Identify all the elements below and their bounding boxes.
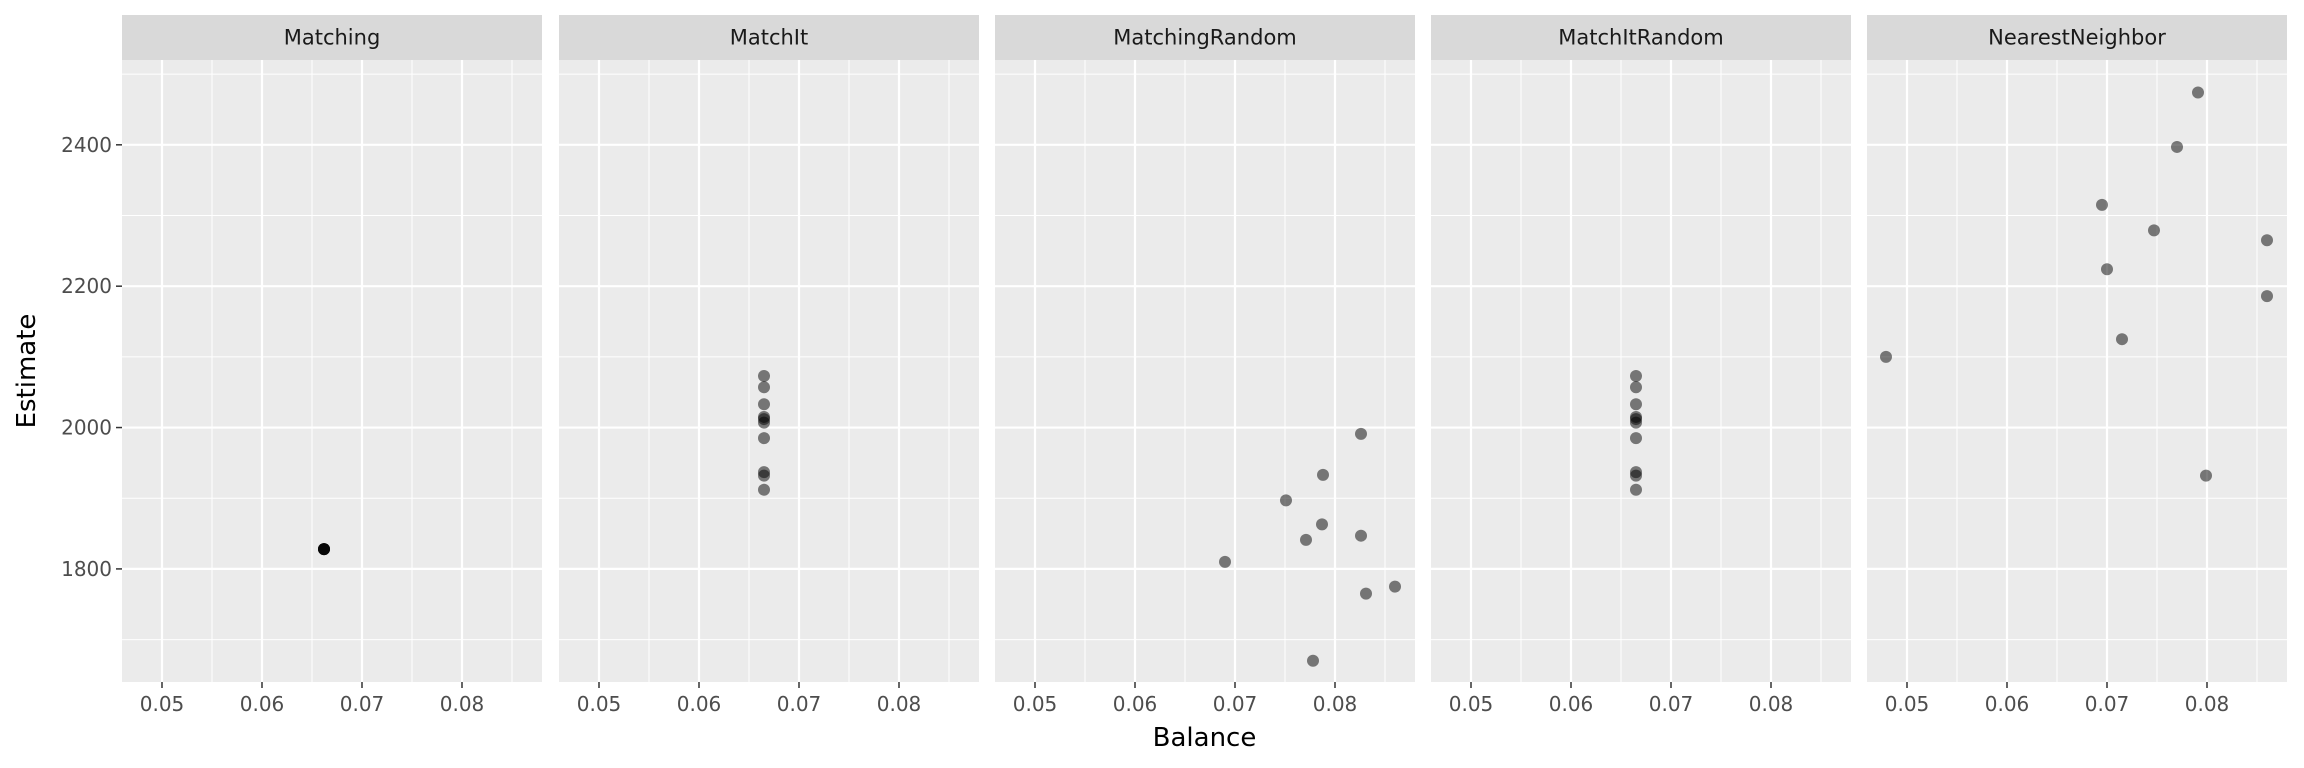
x-tick-label: 0.05 bbox=[1885, 692, 1930, 716]
data-point bbox=[1630, 398, 1642, 411]
x-tick-label: 0.07 bbox=[777, 692, 822, 716]
data-point bbox=[758, 369, 770, 382]
data-point bbox=[2148, 224, 2160, 237]
y-axis-title: Estimate bbox=[12, 314, 42, 429]
x-tick-label: 0.08 bbox=[2185, 692, 2230, 716]
data-point bbox=[2096, 198, 2108, 211]
data-point bbox=[758, 381, 770, 394]
x-axis-title: Balance bbox=[1153, 723, 1257, 753]
facet-panel: MatchIt 0.05 0.06 0.07 0.08 bbox=[559, 15, 979, 716]
x-tick-label: 0.05 bbox=[1449, 692, 1494, 716]
y-tick-label: 2000 bbox=[61, 416, 112, 440]
facet-strip bbox=[559, 15, 979, 60]
facet-strip bbox=[995, 15, 1415, 60]
data-point bbox=[2261, 290, 2273, 303]
panel-background bbox=[1867, 60, 2287, 682]
panel-background bbox=[122, 60, 542, 682]
facet-label: NearestNeighbor bbox=[1988, 26, 2166, 50]
data-point bbox=[2116, 333, 2128, 346]
x-tick-label: 0.05 bbox=[1013, 692, 1058, 716]
data-point bbox=[2192, 86, 2204, 99]
facet-panel: MatchItRandom 0.05 0.06 0.07 0.08 bbox=[1431, 15, 1851, 716]
x-tick-label: 0.07 bbox=[1213, 692, 1258, 716]
data-point bbox=[2101, 263, 2113, 276]
data-point bbox=[2261, 234, 2273, 247]
facet-label: Matching bbox=[284, 26, 381, 50]
data-point bbox=[1219, 555, 1231, 568]
facet-panel: MatchingRandom 0.05 0.06 0.07 0.08 bbox=[995, 15, 1415, 716]
x-tick-label: 0.05 bbox=[577, 692, 622, 716]
facet-label: MatchIt bbox=[730, 26, 809, 50]
x-tick-label: 0.06 bbox=[677, 692, 722, 716]
y-tick-label: 2200 bbox=[61, 274, 112, 298]
data-point bbox=[2200, 469, 2212, 482]
data-point bbox=[318, 543, 330, 556]
data-point bbox=[758, 469, 770, 482]
data-point bbox=[758, 416, 770, 429]
data-point bbox=[1317, 468, 1329, 481]
data-point bbox=[2171, 140, 2183, 153]
data-point bbox=[1630, 469, 1642, 482]
data-point bbox=[1355, 427, 1367, 440]
data-point bbox=[1630, 381, 1642, 394]
facet-panels: Matching 0.05 0.06 0.07 0.08 MatchIt 0.05 0.06 0… bbox=[122, 15, 2287, 716]
data-point bbox=[758, 398, 770, 411]
x-tick-label: 0.08 bbox=[877, 692, 922, 716]
facet-panel: NearestNeighbor 0.05 0.06 0.07 0.08 bbox=[1867, 15, 2287, 716]
data-point bbox=[758, 432, 770, 445]
data-point bbox=[1316, 518, 1328, 531]
panel-background bbox=[1431, 60, 1851, 682]
x-tick-label: 0.05 bbox=[140, 692, 185, 716]
x-tick-label: 0.08 bbox=[440, 692, 485, 716]
data-point bbox=[1630, 369, 1642, 382]
x-tick-label: 0.07 bbox=[340, 692, 385, 716]
data-point bbox=[1630, 416, 1642, 429]
x-tick-label: 0.07 bbox=[1649, 692, 1694, 716]
data-point bbox=[1280, 494, 1292, 507]
facet-strip bbox=[1867, 15, 2287, 60]
x-tick-label: 0.06 bbox=[1549, 692, 1594, 716]
y-tick-label: 2400 bbox=[61, 133, 112, 157]
data-point bbox=[758, 483, 770, 496]
facet-panel: Matching 0.05 0.06 0.07 0.08 bbox=[122, 15, 542, 716]
x-tick-label: 0.06 bbox=[240, 692, 285, 716]
data-point bbox=[1880, 350, 1892, 363]
x-tick-label: 0.08 bbox=[1313, 692, 1358, 716]
facet-label: MatchItRandom bbox=[1558, 26, 1723, 50]
panel-background bbox=[559, 60, 979, 682]
data-point bbox=[1360, 587, 1372, 600]
data-point bbox=[1389, 580, 1401, 593]
data-point bbox=[1630, 483, 1642, 496]
facet-strip bbox=[1431, 15, 1851, 60]
data-point bbox=[1300, 533, 1312, 546]
x-tick-label: 0.07 bbox=[2085, 692, 2130, 716]
x-tick-label: 0.06 bbox=[1113, 692, 1158, 716]
facet-label: MatchingRandom bbox=[1113, 26, 1297, 50]
data-point bbox=[1630, 432, 1642, 445]
y-axis: 1800 2000 2200 2400 bbox=[61, 133, 122, 581]
x-tick-label: 0.06 bbox=[1985, 692, 2030, 716]
data-point bbox=[1307, 654, 1319, 667]
facet-strip bbox=[122, 15, 542, 60]
panel-background bbox=[995, 60, 1415, 682]
x-tick-label: 0.08 bbox=[1749, 692, 1794, 716]
y-tick-label: 1800 bbox=[61, 557, 112, 581]
data-point bbox=[1355, 529, 1367, 542]
